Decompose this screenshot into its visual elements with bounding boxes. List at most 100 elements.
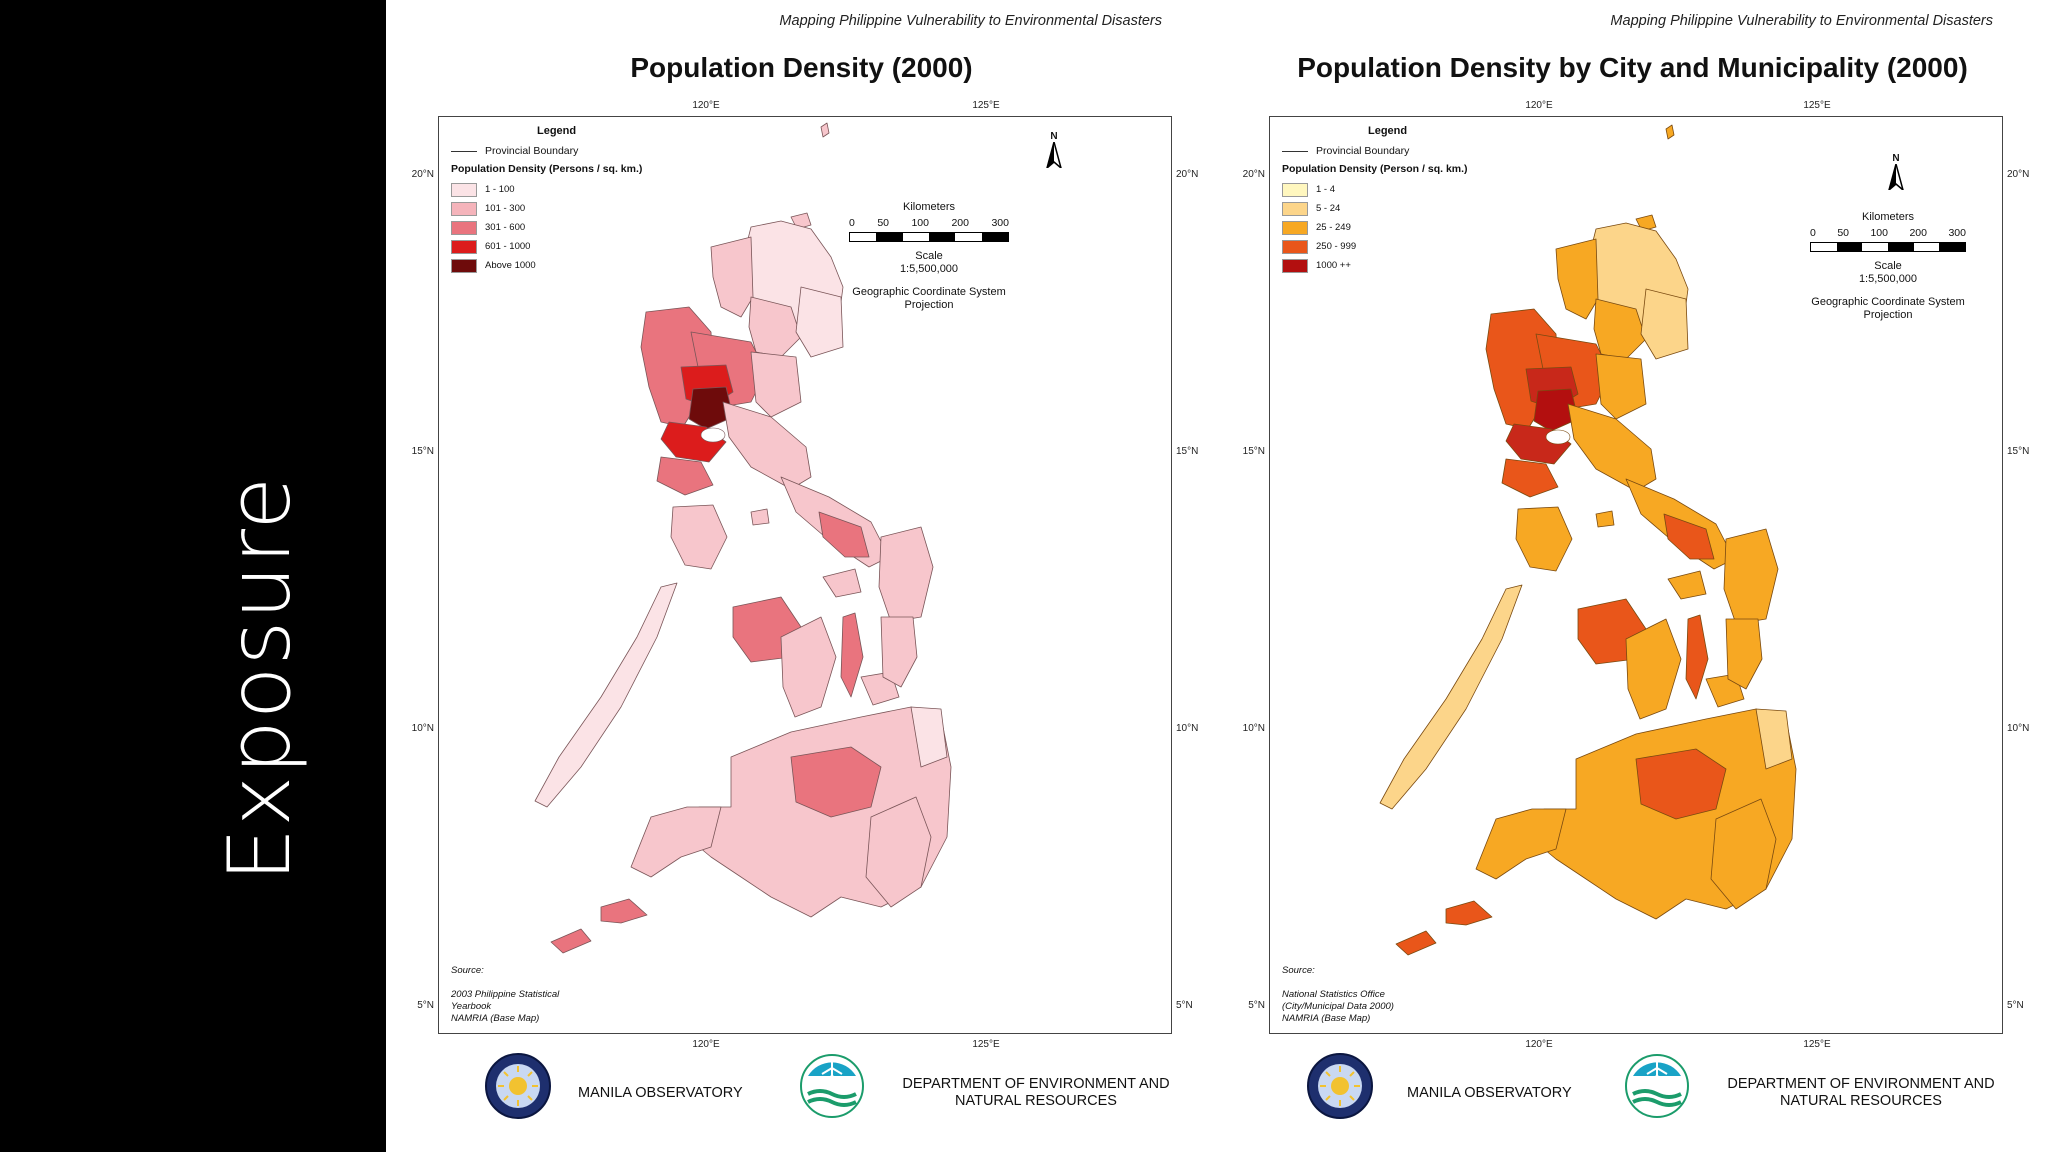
region-cebu[interactable] — [1685, 614, 1709, 700]
scale-tick: 300 — [991, 217, 1009, 229]
legend-swatch — [451, 182, 477, 197]
region-negros[interactable] — [1625, 618, 1682, 720]
region-surigao[interactable] — [910, 706, 948, 768]
region-cagayan-valley[interactable] — [795, 286, 844, 358]
scale-block: Kilometers 0 50 100 200 300 Scale 1:5,50… — [1810, 211, 1966, 322]
region-metro-manila[interactable] — [1533, 388, 1579, 432]
region-davao[interactable] — [865, 796, 932, 908]
source-line: NAMRIA (Base Map) — [451, 1013, 540, 1024]
scale-tick: 0 — [849, 217, 855, 229]
legend-label: 101 - 300 — [485, 203, 526, 214]
island-batanes[interactable] — [1665, 124, 1675, 140]
legend-boundary-label: Provincial Boundary — [485, 145, 579, 157]
panel-title: Population Density by City and Municipal… — [1297, 52, 1968, 83]
region-northern-mindanao[interactable] — [1635, 748, 1727, 820]
region-camarines-sur[interactable] — [1663, 513, 1715, 560]
region-cagayan-valley[interactable] — [1640, 288, 1689, 360]
north-label: N — [1050, 131, 1058, 142]
region-ilocos[interactable] — [710, 236, 754, 318]
region-sulu[interactable] — [600, 898, 648, 924]
region-cebu[interactable] — [840, 612, 864, 698]
legend-item: 601 - 1000 — [451, 237, 691, 256]
scale-tick: 50 — [877, 217, 889, 229]
region-metro-manila[interactable] — [688, 386, 734, 430]
source-line: 2003 Philippine Statistical — [451, 989, 560, 1000]
philippines-map — [1379, 124, 1797, 956]
region-quezon[interactable] — [722, 401, 812, 490]
lon-tick: 120°E — [692, 1039, 720, 1050]
source-line: (City/Municipal Data 2000) — [1282, 1001, 1394, 1012]
org-name-denr: DEPARTMENT OF ENVIRONMENT AND NATURAL RE… — [886, 1076, 1186, 1110]
region-batangas[interactable] — [1501, 458, 1559, 498]
region-surigao[interactable] — [1755, 708, 1793, 770]
region-aurora[interactable] — [750, 351, 802, 418]
region-zamboanga[interactable] — [1475, 808, 1567, 880]
region-northern-mindanao[interactable] — [790, 746, 882, 818]
legend-swatch — [1282, 182, 1308, 197]
source-note: Source: National Statistics Office (City… — [1282, 965, 1394, 1025]
scale-ticks: 0 50 100 200 300 — [1810, 227, 1966, 239]
region-negros[interactable] — [780, 616, 837, 718]
region-davao[interactable] — [1710, 798, 1777, 910]
region-mindoro[interactable] — [1515, 506, 1573, 572]
scale-bar — [849, 232, 1009, 242]
legend-classes: 1 - 4 5 - 24 25 - 249 250 - 999 1000 ++ — [1282, 180, 1522, 275]
slide-title: Exposure — [210, 475, 310, 882]
lat-tick: 20°N — [2007, 169, 2030, 180]
region-aurora[interactable] — [1595, 353, 1647, 420]
region-leyte[interactable] — [880, 616, 918, 688]
legend-swatch — [451, 258, 477, 273]
region-leyte[interactable] — [1725, 618, 1763, 690]
legend-title: Legend — [537, 125, 577, 137]
lon-tick: 125°E — [1803, 100, 1831, 111]
region-batangas[interactable] — [656, 456, 714, 496]
region-samar[interactable] — [1723, 528, 1779, 625]
footer: MANILA OBSERVATORY DEPARTMENT OF ENVIRON… — [386, 1052, 1217, 1132]
lon-tick: 120°E — [1525, 100, 1553, 111]
region-quezon[interactable] — [1567, 403, 1657, 492]
region-mindoro[interactable] — [670, 504, 728, 570]
region-marinduque[interactable] — [750, 508, 770, 526]
region-masbate[interactable] — [822, 568, 862, 598]
scale-unit: Kilometers — [1862, 211, 1914, 223]
scale-ratio: 1:5,500,000 — [1858, 273, 1918, 285]
region-palawan[interactable] — [534, 582, 678, 808]
region-masbate[interactable] — [1667, 570, 1707, 600]
region-tawi-tawi[interactable] — [550, 928, 592, 954]
lat-tick: 20°N — [411, 169, 434, 180]
legend-subtitle: Population Density (Persons / sq. km.) — [451, 163, 643, 175]
legend-swatch — [451, 220, 477, 235]
region-sulu[interactable] — [1445, 900, 1493, 926]
island-batanes[interactable] — [820, 122, 830, 138]
philippines-map — [534, 122, 952, 954]
region-zamboanga[interactable] — [630, 806, 722, 878]
legend-boundary: Provincial Boundary — [451, 145, 691, 157]
region-camarines-sur[interactable] — [818, 511, 870, 558]
legend-classes: 1 - 100 101 - 300 301 - 600 601 - 1000 Above… — [451, 180, 691, 275]
panel-title: Population Density (2000) — [630, 52, 973, 83]
lat-tick: 5°N — [2007, 1000, 2024, 1011]
org-name-manila-observatory: MANILA OBSERVATORY — [1407, 1085, 1572, 1101]
org-name-manila-observatory: MANILA OBSERVATORY — [578, 1085, 743, 1101]
scale-ratio: 1:5,500,000 — [899, 263, 959, 275]
region-palawan[interactable] — [1379, 584, 1523, 810]
region-tawi-tawi[interactable] — [1395, 930, 1437, 956]
scale-tick: 200 — [1909, 227, 1927, 239]
scale-tick: 100 — [911, 217, 929, 229]
coordinate-system: Geographic Coordinate System Projection — [849, 286, 1009, 312]
legend-item: 250 - 999 — [1282, 237, 1522, 256]
map-legend: Legend Provincial Boundary Population De… — [451, 125, 691, 275]
scale-tick: 200 — [951, 217, 969, 229]
region-ilocos[interactable] — [1555, 238, 1599, 320]
map-frame[interactable]: Legend Provincial Boundary Population De… — [1269, 116, 2003, 1034]
scale-block: Kilometers 0 50 100 200 300 Scale 1:5,50… — [849, 201, 1009, 312]
lat-tick: 10°N — [1242, 723, 1265, 734]
lat-tick: 15°N — [1176, 446, 1199, 457]
header-note: Mapping Philippine Vulnerability to Envi… — [1610, 13, 1993, 29]
region-marinduque[interactable] — [1595, 510, 1615, 528]
gcs-line: Geographic Coordinate System — [1811, 296, 1965, 308]
scale-text: Scale 1:5,500,000 — [849, 250, 1009, 276]
region-samar[interactable] — [878, 526, 934, 623]
lat-tick: 20°N — [1242, 169, 1265, 180]
map-frame[interactable]: Legend Provincial Boundary Population De… — [438, 116, 1172, 1034]
